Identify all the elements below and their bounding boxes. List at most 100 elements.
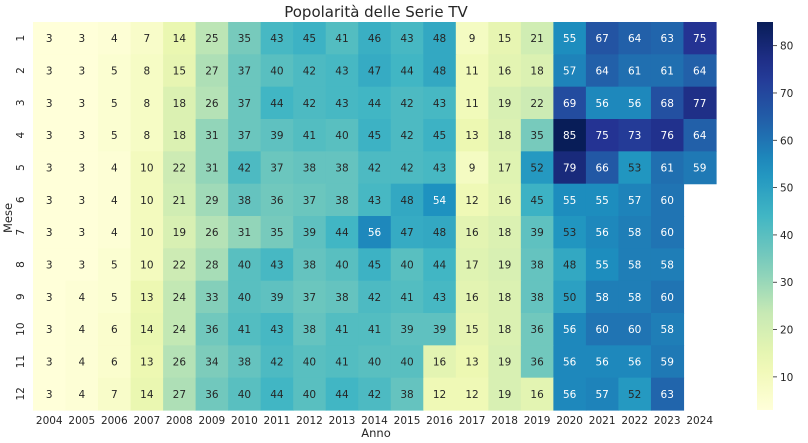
cell-value-label: 3 xyxy=(78,130,85,142)
cell-value-label: 75 xyxy=(595,130,608,142)
heatmap-cell xyxy=(325,22,359,55)
cell-value-label: 63 xyxy=(661,33,674,45)
heatmap-cell xyxy=(683,54,717,88)
heatmap-cell xyxy=(130,86,164,120)
heatmap-cell xyxy=(618,313,652,346)
heatmap-cell xyxy=(585,216,620,249)
heatmap-cell xyxy=(520,54,554,88)
heatmap-cell xyxy=(423,345,457,379)
cell-value-label: 5 xyxy=(111,98,118,110)
cell-value-label: 41 xyxy=(335,357,348,369)
colorbar xyxy=(757,22,773,410)
x-tick-label: 2007 xyxy=(133,415,160,427)
cell-value-label: 43 xyxy=(270,33,283,45)
cell-value-label: 42 xyxy=(368,163,381,175)
heatmap-cell xyxy=(293,216,327,249)
x-tick-label: 2019 xyxy=(524,415,551,427)
heatmap-cell xyxy=(520,313,554,346)
cell-value-label: 11 xyxy=(465,66,478,78)
heatmap-cell xyxy=(163,345,197,379)
cell-value-label: 60 xyxy=(661,195,674,207)
heatmap-cell xyxy=(650,313,685,346)
cell-value-label: 60 xyxy=(661,292,674,304)
heatmap-cell xyxy=(650,119,685,152)
heatmap-cell xyxy=(260,248,294,282)
x-tick-label: 2021 xyxy=(589,415,616,427)
heatmap-cell xyxy=(325,313,359,346)
heatmap-cell xyxy=(585,119,620,152)
cell-value-label: 43 xyxy=(400,33,413,45)
heatmap-cell xyxy=(325,183,359,217)
colorbar-tick-label: 60 xyxy=(780,135,793,147)
cell-value-label: 13 xyxy=(140,357,153,369)
heatmap-cell xyxy=(520,86,554,120)
heatmap-cell xyxy=(618,151,652,185)
heatmap-cell xyxy=(228,216,262,249)
heatmap-cell xyxy=(423,183,457,217)
cell-value-label: 22 xyxy=(173,163,186,175)
heatmap-cell xyxy=(683,151,717,185)
heatmap-cell xyxy=(455,151,489,185)
cell-value-label: 58 xyxy=(661,324,674,336)
cell-value-label: 17 xyxy=(465,260,478,272)
cell-value-label: 44 xyxy=(433,260,447,272)
heatmap-cell xyxy=(195,248,229,282)
y-tick-label: 10 xyxy=(15,322,27,335)
y-tick-label: 5 xyxy=(15,164,27,171)
y-tick-label: 2 xyxy=(15,67,27,74)
heatmap-cell xyxy=(585,248,620,282)
heatmap-cell xyxy=(195,86,229,120)
cell-value-label: 12 xyxy=(465,389,478,401)
heatmap-cell xyxy=(325,86,359,120)
heatmap-cell xyxy=(98,22,132,55)
heatmap-cell xyxy=(553,22,587,55)
heatmap-cell xyxy=(195,22,229,55)
cell-value-label: 60 xyxy=(628,324,641,336)
cell-value-label: 3 xyxy=(78,227,85,239)
cell-value-label: 18 xyxy=(498,227,511,239)
heatmap-cell xyxy=(65,216,99,249)
heatmap-cell xyxy=(260,86,294,120)
cell-value-label: 16 xyxy=(530,389,544,401)
heatmap-cell xyxy=(163,183,197,217)
heatmap-cell xyxy=(98,216,132,249)
heatmap-cell xyxy=(650,248,685,282)
cell-value-label: 37 xyxy=(238,66,251,78)
cell-value-label: 18 xyxy=(498,292,511,304)
cell-value-label: 26 xyxy=(205,98,219,110)
cell-value-label: 40 xyxy=(238,260,251,272)
heatmap-cell xyxy=(98,151,132,185)
heatmap-cell xyxy=(390,151,424,185)
cell-value-label: 40 xyxy=(335,130,348,142)
heatmap-cell xyxy=(390,248,424,282)
cell-value-label: 3 xyxy=(46,98,53,110)
heatmap-cell xyxy=(423,119,457,152)
cell-value-label: 37 xyxy=(238,130,251,142)
cell-value-label: 38 xyxy=(400,389,413,401)
colorbar-ticks: 10 20 30 40 50 60 70 80 xyxy=(773,41,793,384)
x-tick-label: 2017 xyxy=(459,415,486,427)
cell-value-label: 21 xyxy=(173,195,186,207)
cell-value-label: 41 xyxy=(368,324,381,336)
x-tick-label: 2020 xyxy=(556,415,583,427)
heatmap-cell xyxy=(65,183,99,217)
cell-value-label: 15 xyxy=(498,33,511,45)
x-tick-label: 2024 xyxy=(686,415,713,427)
heatmap-cell xyxy=(585,280,620,314)
x-tick-label: 2008 xyxy=(166,415,193,427)
heatmap-cell xyxy=(488,248,522,282)
cell-value-label: 35 xyxy=(238,33,251,45)
cell-value-label: 36 xyxy=(205,324,219,336)
heatmap-cell xyxy=(293,183,327,217)
cell-value-label: 40 xyxy=(270,66,283,78)
heatmap-cell xyxy=(228,183,262,217)
cell-value-label: 64 xyxy=(693,66,707,78)
cell-value-label: 63 xyxy=(661,389,674,401)
cell-value-label: 6 xyxy=(111,324,118,336)
heatmap-cell xyxy=(228,345,262,379)
heatmap-cell xyxy=(488,151,522,185)
cell-value-label: 16 xyxy=(498,66,512,78)
cell-value-label: 42 xyxy=(368,292,381,304)
heatmap-cell xyxy=(553,86,587,120)
heatmap-cell xyxy=(358,216,392,249)
